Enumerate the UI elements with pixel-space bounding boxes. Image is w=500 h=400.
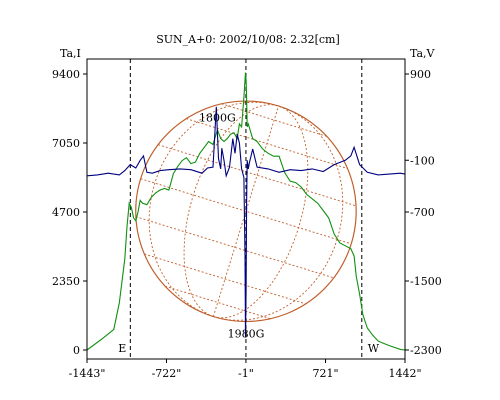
right-tick-label: -100 [410, 154, 435, 167]
chart-title: SUN_A+0: 2002/10/08: 2.32[cm] [156, 33, 340, 46]
left-axis-label: Ta,I [60, 47, 81, 60]
right-tick-label: 900 [410, 68, 431, 81]
x-tick-label: -1" [238, 367, 254, 380]
longitude-line [213, 105, 309, 319]
intensity-series-line [86, 72, 406, 351]
latitude-line [144, 253, 306, 305]
longitude-line [148, 101, 279, 318]
latitude-line [140, 178, 352, 245]
limb-marker-label: E [118, 342, 126, 355]
right-tick-label: -700 [410, 206, 435, 219]
x-tick-label: 721" [312, 367, 338, 380]
right-tick-label: -1500 [410, 275, 442, 288]
series-layer [86, 72, 406, 351]
left-tick-label: 4700 [52, 206, 80, 219]
right-tick-label: -2300 [410, 344, 442, 357]
polarization-series-line [86, 106, 406, 338]
latitude-line [135, 216, 334, 279]
longitude-line [213, 105, 344, 321]
limb-marker-label: W [368, 342, 380, 355]
axis-ticks: -1443" -722" -1" 721" 1442" 0 2350 4700 7050 9400… [52, 68, 442, 380]
x-tick-label: -1443" [69, 367, 106, 380]
latitude-line [158, 144, 357, 207]
annotation-label: 1980G [228, 328, 265, 341]
left-tick-label: 2350 [52, 275, 80, 288]
x-tick-label: 1442" [388, 367, 421, 380]
x-tick-label: -722" [152, 367, 182, 380]
longitude-line [183, 104, 279, 318]
left-tick-label: 7050 [52, 137, 80, 150]
right-axis-label: Ta,V [410, 47, 436, 60]
annotations: 1800G 1980G [199, 111, 264, 340]
annotation-label: 1800G [199, 111, 236, 124]
left-tick-label: 0 [73, 344, 80, 357]
longitude-line [212, 105, 279, 317]
left-tick-label: 9400 [52, 68, 80, 81]
